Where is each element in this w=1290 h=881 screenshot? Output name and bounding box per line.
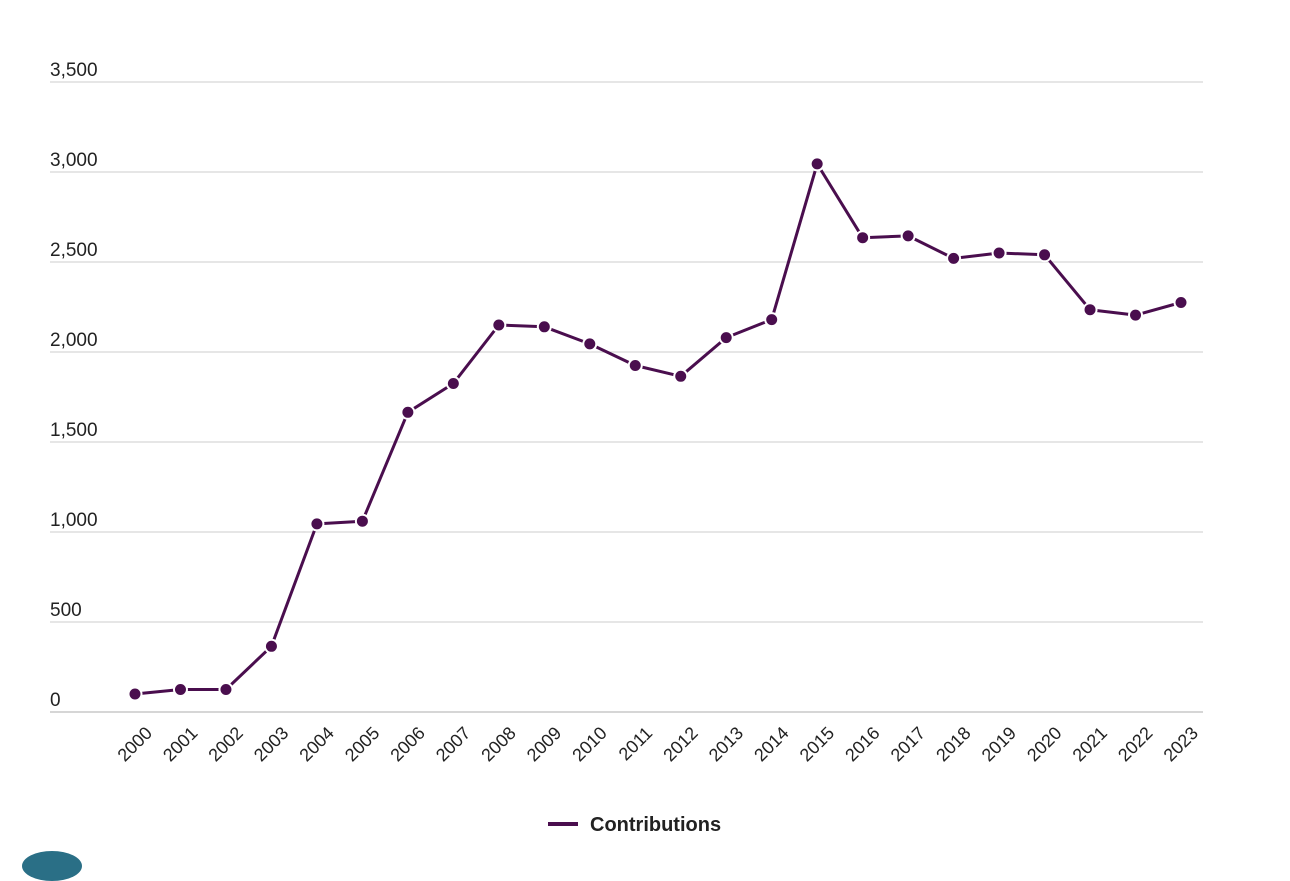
- x-tick-label: 2002: [205, 723, 247, 765]
- x-tick-label: 2004: [295, 723, 337, 765]
- data-point-2016: [855, 230, 871, 246]
- x-axis-tick-labels: 2000 2001 2002 2003 2004 2005 2006 2007 2008 2009…: [114, 723, 1202, 765]
- y-tick-label: 3,000: [50, 150, 98, 171]
- x-tick-label: 2017: [887, 723, 929, 765]
- x-tick-label: 2020: [1023, 723, 1065, 765]
- x-tick-label: 2019: [978, 723, 1020, 765]
- data-point-2008: [491, 317, 507, 333]
- x-tick-label: 2009: [523, 723, 565, 765]
- data-point-2018: [946, 250, 962, 266]
- data-point-2021: [1082, 302, 1098, 318]
- data-point-2023: [1173, 295, 1189, 310]
- x-tick-label: 2012: [659, 723, 701, 765]
- data-point-2014: [764, 312, 780, 328]
- data-point-2022: [1128, 307, 1144, 323]
- y-tick-label: 2,500: [50, 240, 98, 261]
- data-point-2012: [673, 368, 689, 384]
- x-tick-label: 2011: [615, 723, 657, 765]
- y-tick-label: 1,000: [50, 510, 98, 531]
- gridlines: [50, 81, 1203, 713]
- data-point-2019: [991, 245, 1007, 261]
- x-tick-label: 2001: [159, 723, 201, 765]
- series-line: [134, 162, 1182, 696]
- x-tick-label: 2015: [796, 723, 838, 765]
- x-tick-label: 2008: [477, 723, 519, 765]
- data-point-2020: [1037, 247, 1053, 263]
- x-tick-label: 2000: [114, 723, 156, 765]
- x-tick-label: 2022: [1114, 723, 1156, 765]
- data-point-2009: [536, 319, 552, 335]
- x-tick-label: 2007: [432, 723, 474, 765]
- data-point-2017: [900, 228, 916, 244]
- data-point-2015: [809, 156, 825, 172]
- x-tick-label: 2023: [1160, 723, 1202, 765]
- data-point-2013: [718, 330, 734, 346]
- chart-container: 0 500 1,000 1,500 2,000 2,500 3,000 3,500 2000 2…: [22, 60, 1203, 881]
- x-tick-label: 2003: [250, 723, 292, 765]
- data-point-2002: [218, 682, 234, 697]
- x-tick-label: 2018: [932, 723, 974, 765]
- data-point-2005: [354, 513, 370, 529]
- y-tick-label: 0: [50, 690, 61, 711]
- y-tick-label: 500: [50, 600, 82, 621]
- data-point-2003: [263, 638, 279, 654]
- legend[interactable]: Contributions: [548, 814, 721, 836]
- y-axis-tick-labels: 0 500 1,000 1,500 2,000 2,500 3,000 3,500: [50, 60, 98, 711]
- data-point-2010: [582, 336, 598, 352]
- data-point-2006: [400, 404, 416, 420]
- x-tick-label: 2016: [841, 723, 883, 765]
- data-point-2007: [445, 376, 461, 391]
- x-tick-label: 2014: [750, 723, 792, 765]
- y-tick-label: 2,000: [50, 330, 98, 351]
- x-tick-label: 2013: [705, 723, 747, 765]
- y-tick-label: 3,500: [50, 60, 98, 81]
- x-tick-label: 2010: [568, 723, 610, 765]
- data-point-2011: [627, 358, 643, 373]
- data-point-2000: [127, 686, 143, 702]
- y-tick-label: 1,500: [50, 420, 98, 441]
- x-tick-label: 2006: [386, 723, 428, 765]
- data-point-2004: [309, 516, 325, 532]
- legend-label: Contributions: [590, 814, 721, 836]
- x-tick-label: 2021: [1069, 723, 1111, 765]
- data-point-2001: [172, 682, 188, 697]
- series-contributions: [127, 156, 1189, 702]
- x-tick-label: 2005: [341, 723, 383, 765]
